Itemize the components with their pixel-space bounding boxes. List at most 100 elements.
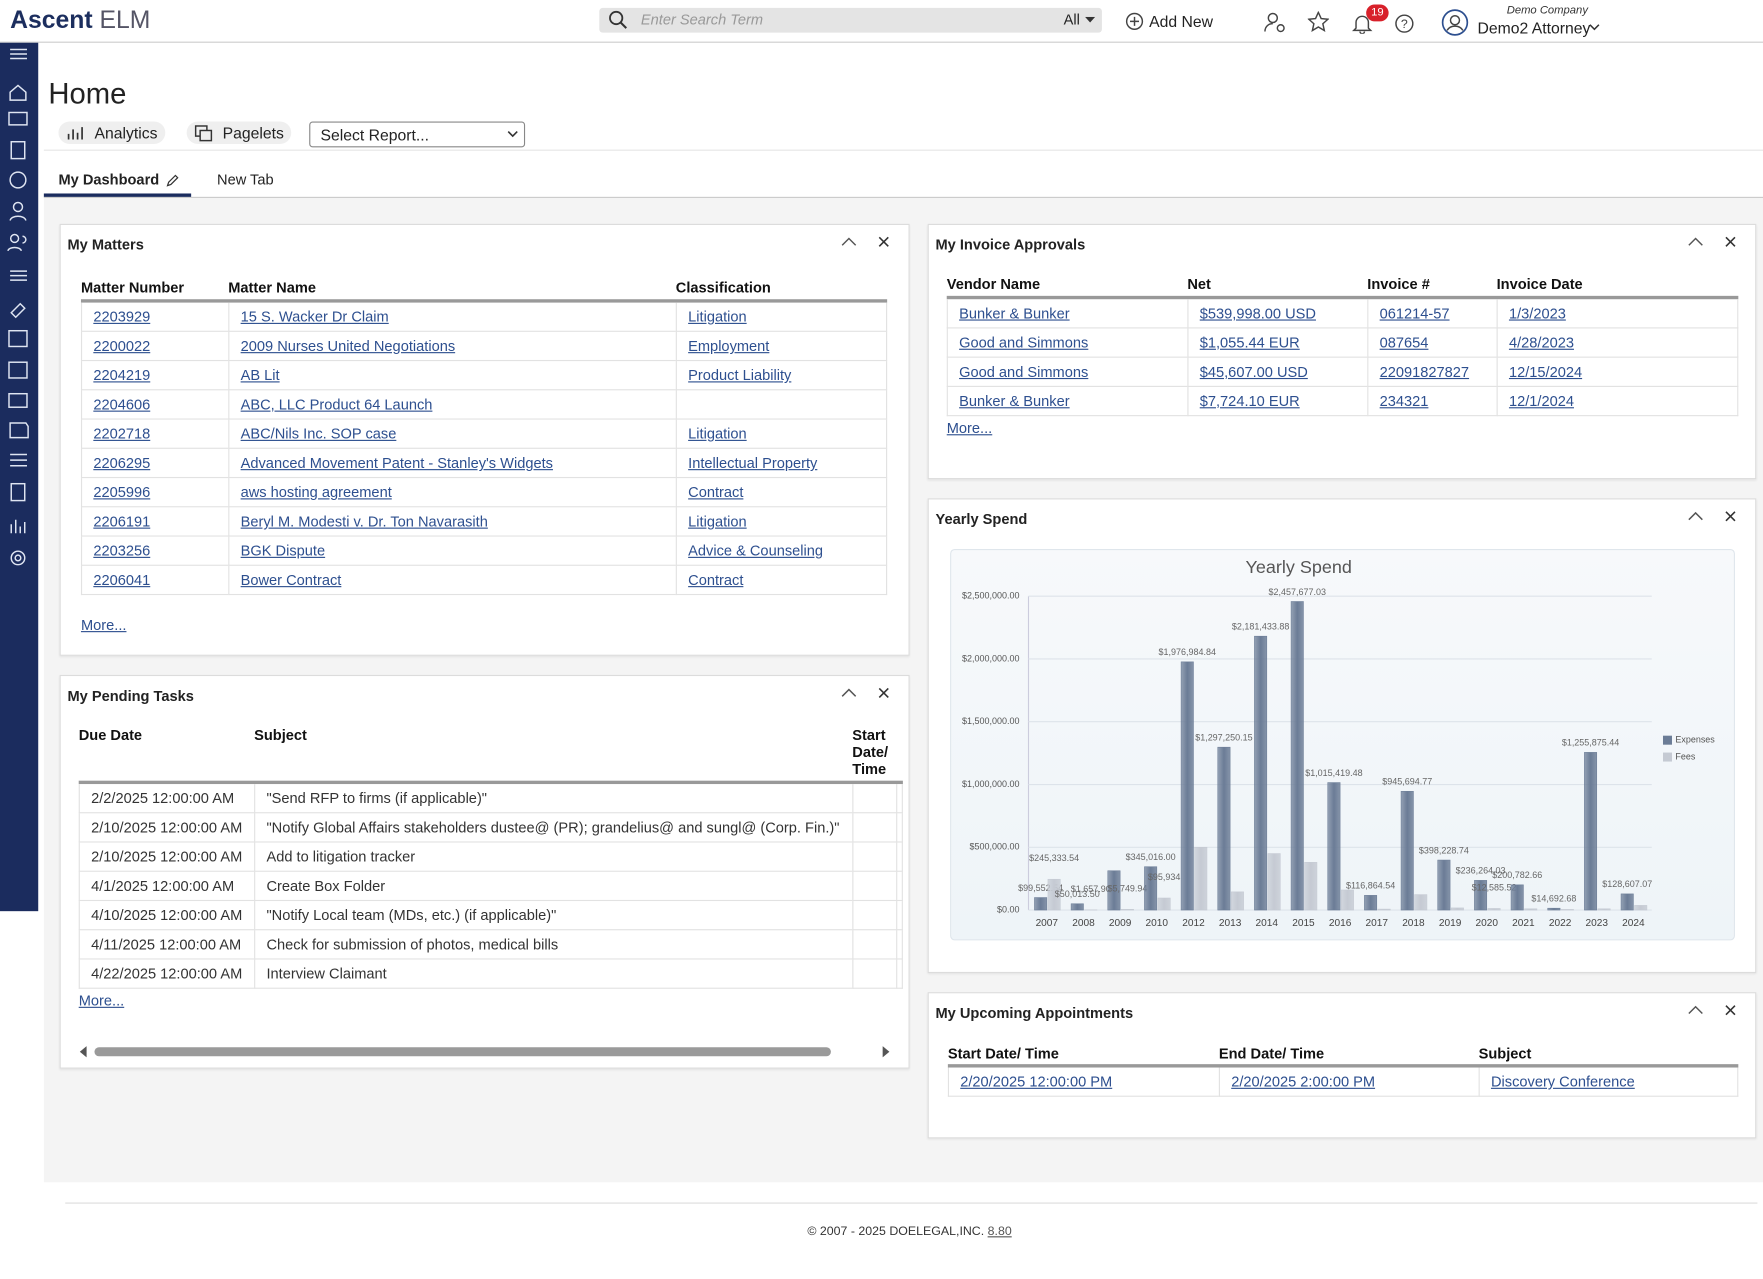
cell-text[interactable]: 1/3/2023 bbox=[1508, 304, 1566, 322]
more-link[interactable]: More... bbox=[78, 992, 125, 1010]
column-header: Invoice # bbox=[1367, 275, 1430, 293]
scrollbar[interactable] bbox=[79, 1045, 891, 1058]
header-rule bbox=[80, 299, 888, 303]
cell-text[interactable]: 22091827827 bbox=[1379, 363, 1470, 381]
user-name[interactable]: Demo2 Attorney bbox=[1477, 19, 1591, 38]
cell-text[interactable]: BGK Dispute bbox=[240, 542, 326, 560]
cell-text[interactable]: 4/28/2023 bbox=[1508, 334, 1574, 351]
button-label: Pagelets bbox=[222, 123, 284, 142]
widget-controls[interactable] bbox=[1688, 234, 1740, 250]
table-cell: 2009 Nurses United Negotiations bbox=[228, 331, 676, 362]
cell-text[interactable]: Good and Simmons bbox=[959, 363, 1089, 381]
cell-text[interactable]: AB Lit bbox=[240, 366, 280, 384]
report-select[interactable]: Select Report... bbox=[309, 121, 526, 148]
cell-text[interactable]: 2200022 bbox=[93, 337, 151, 355]
cell-text[interactable]: 2/20/2025 2:00:00 PM bbox=[1231, 1073, 1376, 1091]
analytics-button[interactable]: Analytics bbox=[58, 121, 166, 144]
widget-controls[interactable] bbox=[1688, 1002, 1740, 1018]
cell-text[interactable]: Contract bbox=[688, 483, 744, 501]
help-icon[interactable]: ? bbox=[1394, 13, 1414, 33]
value-label: $2,457,677.03 bbox=[1269, 587, 1326, 597]
cell-text[interactable]: Contract bbox=[688, 571, 744, 589]
table-cell: Employment bbox=[675, 331, 888, 362]
cell-text[interactable]: 2203929 bbox=[93, 308, 151, 326]
edit-icon[interactable] bbox=[165, 174, 179, 187]
scroll-thumb[interactable] bbox=[94, 1047, 831, 1057]
cell-text[interactable]: 2/20/2025 12:00:00 PM bbox=[960, 1073, 1113, 1091]
widget-controls[interactable] bbox=[841, 234, 893, 250]
cell-text[interactable]: 061214-57 bbox=[1379, 304, 1450, 322]
search-scope[interactable]: All bbox=[1063, 11, 1080, 29]
cell-text[interactable]: 2204219 bbox=[93, 366, 151, 384]
cell-text[interactable]: Discovery Conference bbox=[1490, 1073, 1635, 1091]
cell-text[interactable]: Advice & Counseling bbox=[688, 542, 824, 560]
notifications-icon[interactable] bbox=[1352, 12, 1373, 34]
cell-text[interactable]: $45,607.00 USD bbox=[1199, 363, 1308, 381]
legend-swatch bbox=[1662, 752, 1672, 762]
value-label: $116,864.54 bbox=[1346, 881, 1395, 891]
scroll-right[interactable] bbox=[882, 1046, 891, 1058]
cell-text[interactable]: ABC/Nils Inc. SOP case bbox=[240, 425, 397, 443]
cell-text[interactable]: Litigation bbox=[688, 425, 747, 443]
cell-text[interactable]: ABC, LLC Product 64 Launch bbox=[240, 395, 433, 413]
cell-text[interactable]: Good and Simmons bbox=[959, 334, 1089, 351]
cell-text[interactable]: 12/15/2024 bbox=[1508, 363, 1583, 381]
cell-text: 4/10/2025 12:00:00 AM bbox=[91, 906, 243, 924]
scroll-left[interactable] bbox=[79, 1046, 88, 1058]
cell-text[interactable]: Litigation bbox=[688, 512, 747, 530]
cell-text[interactable]: 2206041 bbox=[93, 571, 151, 589]
cell-text[interactable]: $7,724.10 EUR bbox=[1199, 392, 1300, 410]
cell-text[interactable]: Employment bbox=[688, 337, 770, 355]
tab-active[interactable]: My Dashboard bbox=[58, 170, 160, 188]
table-cell: 061214-57 bbox=[1367, 299, 1497, 329]
page-title: Home bbox=[48, 76, 127, 111]
value-label: $1,976,984.84 bbox=[1159, 647, 1216, 657]
cell-text[interactable]: $1,055.44 EUR bbox=[1199, 334, 1300, 351]
cell-text[interactable]: 2202718 bbox=[93, 425, 151, 443]
widget-controls[interactable] bbox=[841, 685, 893, 701]
cell-text[interactable]: aws hosting agreement bbox=[240, 483, 392, 501]
avatar[interactable] bbox=[1441, 9, 1469, 36]
tab[interactable]: New Tab bbox=[217, 170, 274, 188]
caret bbox=[1589, 24, 1600, 31]
user-settings-icon[interactable] bbox=[1264, 11, 1286, 33]
chart-icon bbox=[67, 127, 83, 140]
cell-text[interactable]: 12/1/2024 bbox=[1508, 392, 1574, 410]
cell-text[interactable]: 15 S. Wacker Dr Claim bbox=[240, 308, 389, 326]
add-new[interactable]: Add New bbox=[1149, 12, 1214, 31]
cell-text[interactable]: 2204606 bbox=[93, 395, 151, 413]
cell-text[interactable]: 2205996 bbox=[93, 483, 151, 501]
table-cell: 2204219 bbox=[80, 361, 229, 391]
cell-text[interactable]: 2009 Nurses United Negotiations bbox=[240, 337, 456, 355]
table-cell bbox=[852, 901, 897, 931]
cell-text[interactable]: 2203256 bbox=[93, 542, 151, 560]
cell-text[interactable]: Beryl M. Modesti v. Dr. Ton Navarasith bbox=[240, 512, 488, 530]
column-header: Matter Number bbox=[80, 278, 185, 296]
column-header: Classification bbox=[675, 278, 771, 296]
table-cell: Good and Simmons bbox=[946, 357, 1188, 387]
search-bar[interactable]: Enter Search Term All bbox=[599, 7, 1102, 33]
cell-text[interactable]: Litigation bbox=[688, 308, 747, 326]
version[interactable]: 8.80 bbox=[987, 1225, 1012, 1239]
favorites-icon[interactable] bbox=[1307, 11, 1330, 32]
table-cell: 2/10/2025 12:00:00 AM bbox=[78, 842, 255, 872]
table-cell: Product Liability bbox=[675, 361, 888, 391]
cell-text[interactable]: 234321 bbox=[1379, 392, 1429, 410]
more-link[interactable]: More... bbox=[946, 419, 993, 437]
cell-text[interactable]: 2206191 bbox=[93, 512, 151, 530]
pagelets-button[interactable]: Pagelets bbox=[186, 121, 292, 144]
cell-text[interactable]: 087654 bbox=[1379, 334, 1429, 351]
y-tick-label: $1,500,000.00 bbox=[962, 716, 1019, 726]
cell-text[interactable]: Advanced Movement Patent - Stanley's Wid… bbox=[240, 454, 553, 472]
widget-controls[interactable] bbox=[1688, 508, 1740, 524]
cell-text[interactable]: Intellectual Property bbox=[688, 454, 818, 472]
cell-text[interactable]: $539,998.00 USD bbox=[1199, 304, 1316, 322]
more-link[interactable]: More... bbox=[80, 616, 127, 634]
cell-text[interactable]: Bunker & Bunker bbox=[959, 392, 1070, 410]
cell-text[interactable]: Product Liability bbox=[688, 366, 792, 384]
cell-text[interactable]: Bunker & Bunker bbox=[959, 304, 1070, 322]
table-cell: 2204606 bbox=[80, 390, 229, 420]
cell-text[interactable]: Bower Contract bbox=[240, 571, 342, 589]
cell-text[interactable]: 2206295 bbox=[93, 454, 151, 472]
widget-title: My Pending Tasks bbox=[67, 687, 194, 705]
